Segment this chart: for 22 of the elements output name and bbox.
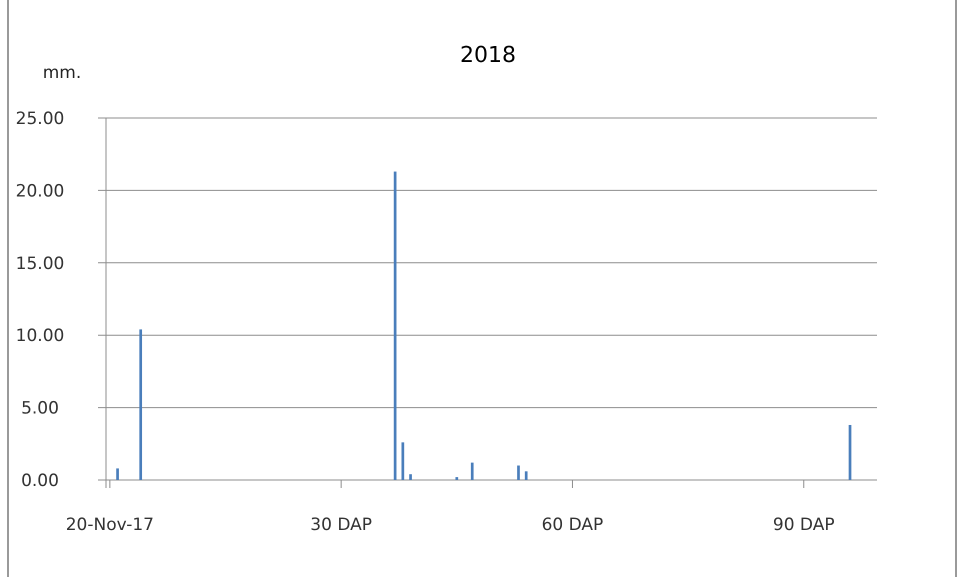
bar — [116, 468, 119, 480]
y-tick-label: 25.00 — [16, 108, 64, 129]
bar — [139, 329, 142, 480]
bar — [517, 466, 520, 480]
chart-title: 2018 — [460, 43, 516, 68]
bar — [401, 442, 404, 480]
x-tick-label: 20-Nov-17 — [66, 515, 154, 535]
bar — [524, 471, 528, 480]
bar — [470, 462, 474, 480]
y-tick-label: 15.00 — [16, 254, 64, 274]
bar — [394, 172, 396, 480]
x-tick-label: 60 DAP — [542, 515, 604, 535]
bar — [455, 477, 458, 480]
x-tick-label: 30 DAP — [310, 515, 372, 535]
x-tick-label: 90 DAP — [772, 515, 835, 535]
bar — [848, 424, 852, 480]
y-tick-label: 20.00 — [16, 181, 64, 202]
bar — [409, 474, 412, 480]
y-tick-label: 5.00 — [21, 398, 59, 419]
y-axis-title: mm. — [42, 63, 82, 83]
y-tick-label: 10.00 — [16, 326, 64, 346]
y-tick-label: 0.00 — [21, 470, 59, 491]
